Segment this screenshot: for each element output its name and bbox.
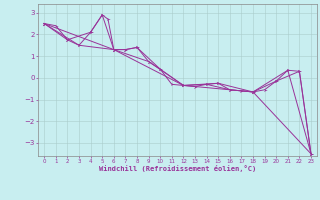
X-axis label: Windchill (Refroidissement éolien,°C): Windchill (Refroidissement éolien,°C): [99, 165, 256, 172]
